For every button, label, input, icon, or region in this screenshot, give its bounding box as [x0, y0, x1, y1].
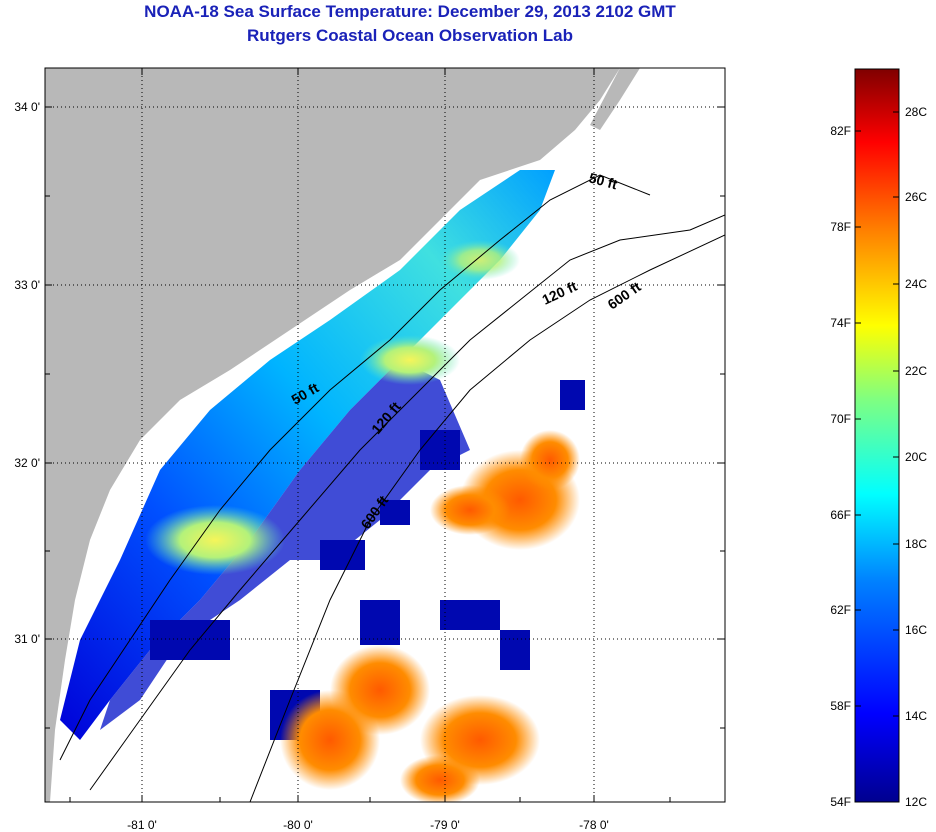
colorbar-c-label: 22C: [905, 364, 928, 378]
sst-warm-shelf-patch: [145, 505, 285, 575]
sst-warm-shelf-patch-north: [360, 335, 460, 385]
sst-gulf-stream-warm-patches: [280, 430, 580, 802]
land-mass-ne: [590, 68, 640, 130]
lon-label-79: -79 0': [430, 818, 460, 832]
colorbar-c-label: 16C: [905, 623, 928, 637]
colorbar-f-label: 74F: [830, 316, 851, 330]
colorbar-c-label: 28C: [905, 105, 928, 119]
colorbar-f-label: 66F: [830, 508, 851, 522]
sst-shelf-band: [60, 170, 555, 740]
sst-cold-fringe: [100, 360, 470, 730]
lon-label-81: -81 0': [127, 818, 157, 832]
lat-label-33: 33 0': [14, 278, 40, 292]
colorbar-c-label: 18C: [905, 537, 928, 551]
lat-label-32: 32 0': [14, 456, 40, 470]
colorbar-c-label: 24C: [905, 277, 928, 291]
colorbar-f-label: 82F: [830, 124, 851, 138]
map-subtitle: Rutgers Coastal Ocean Observation Lab: [247, 26, 573, 45]
lat-label-31: 31 0': [14, 632, 40, 646]
lat-label-34: 34 0': [14, 100, 40, 114]
colorbar-f-label: 78F: [830, 220, 851, 234]
map-ticks: [45, 68, 725, 802]
colorbar-f-label: 62F: [830, 603, 851, 617]
lon-label-80: -80 0': [283, 818, 313, 832]
colorbar-f-label: 54F: [830, 795, 851, 809]
map-title: NOAA-18 Sea Surface Temperature: Decembe…: [144, 2, 676, 21]
colorbar-f-label: 58F: [830, 699, 851, 713]
colorbar-f-label: 70F: [830, 412, 851, 426]
colorbar-c-label: 12C: [905, 795, 928, 809]
map-frame: [44, 67, 726, 803]
colorbar-c-label: 20C: [905, 450, 928, 464]
lon-label-78: -78 0': [579, 818, 609, 832]
land-mass: [45, 68, 620, 802]
map-grid: [45, 68, 725, 802]
isobath-label-50-north: 50 ft: [587, 169, 619, 192]
colorbar-c-label: 26C: [905, 190, 928, 204]
colorbar-c-label: 14C: [905, 709, 928, 723]
